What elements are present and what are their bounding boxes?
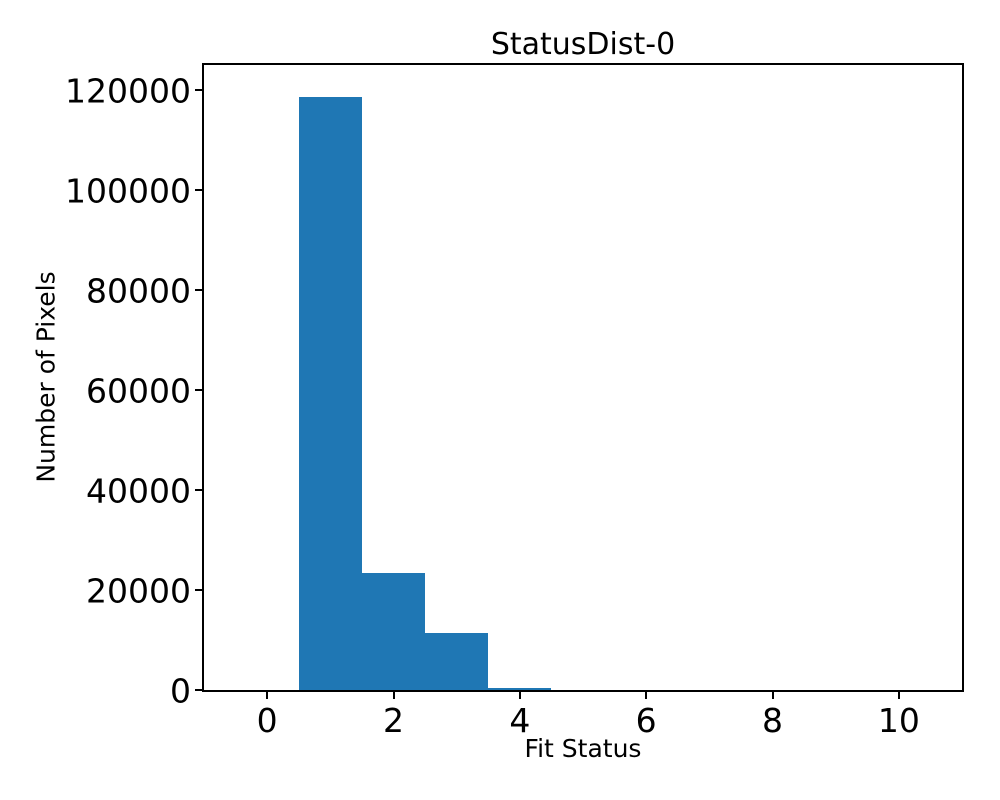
y-tick (195, 489, 202, 491)
y-tick-label: 120000 (65, 71, 191, 111)
x-tick (518, 692, 521, 699)
x-tick-label: 4 (509, 701, 531, 740)
y-tick (195, 289, 202, 291)
x-tick (392, 692, 395, 699)
y-tick (195, 389, 202, 391)
x-tick (645, 692, 648, 699)
y-tick-label: 0 (170, 671, 191, 711)
x-tick (266, 692, 269, 699)
x-tick-label: 10 (877, 701, 920, 740)
y-tick (195, 689, 202, 691)
y-axis-label: Number of Pixels (31, 271, 61, 483)
x-axis-label: Fit Status (524, 734, 642, 763)
y-tick-label: 80000 (86, 271, 191, 311)
y-tick-label: 20000 (86, 571, 191, 611)
y-tick-label: 40000 (86, 471, 191, 511)
y-tick-label: 60000 (86, 371, 191, 411)
y-tick (195, 589, 202, 591)
x-tick (897, 692, 900, 699)
y-tick (195, 89, 202, 91)
plot-area (202, 63, 964, 692)
x-tick (771, 692, 774, 699)
x-tick-label: 2 (383, 701, 404, 740)
y-tick-label: 100000 (65, 171, 191, 211)
x-tick-label: 0 (256, 701, 278, 740)
x-tick-label: 6 (635, 701, 657, 740)
x-tick-label: 8 (762, 701, 783, 740)
y-tick (195, 189, 202, 191)
chart-title: StatusDist-0 (490, 27, 676, 62)
